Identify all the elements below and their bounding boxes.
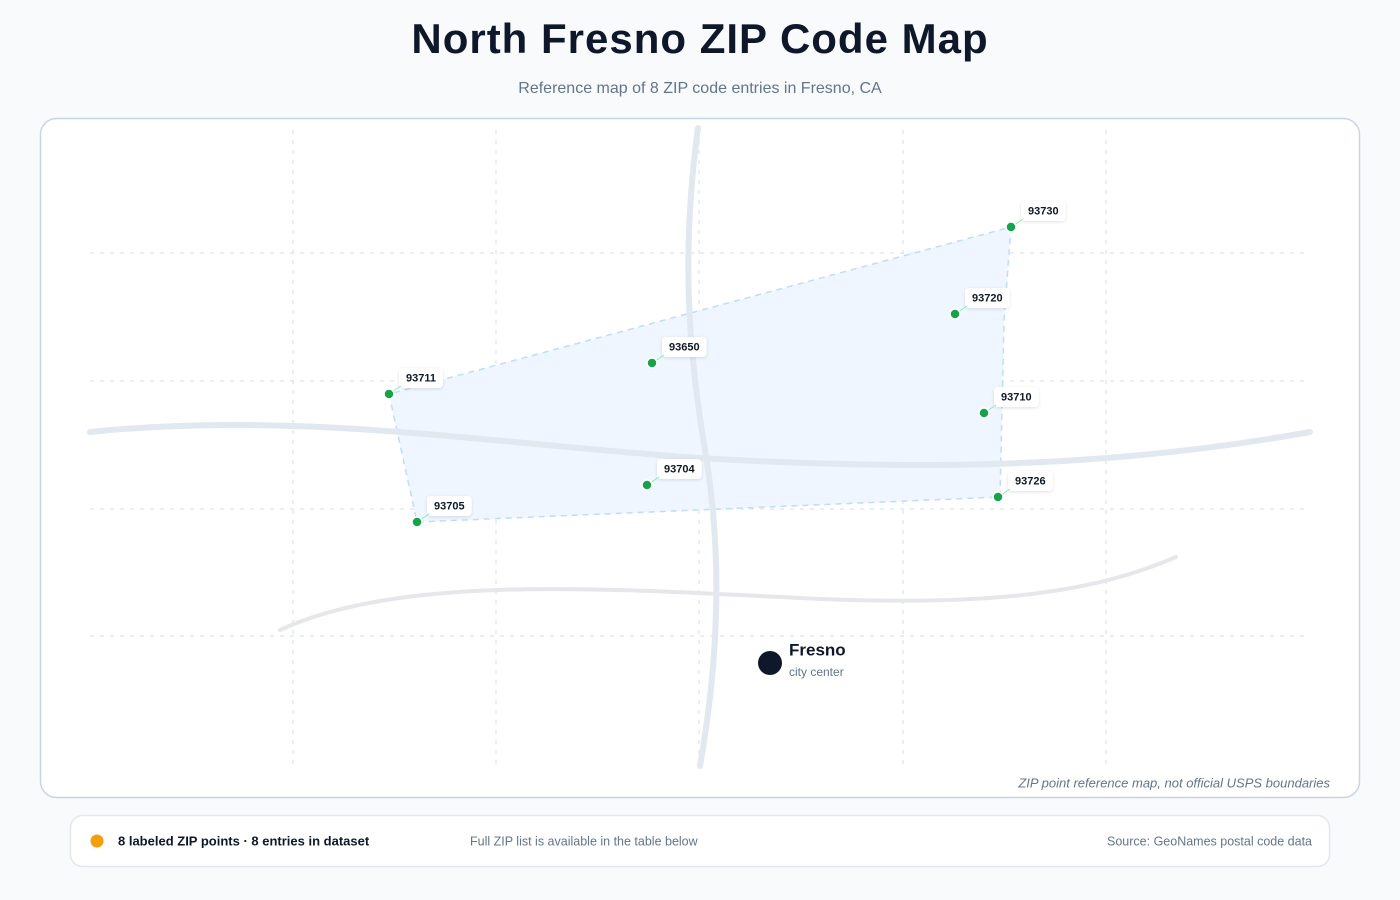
zip-label-bg bbox=[427, 496, 472, 516]
zip-marker bbox=[411, 516, 423, 528]
road bbox=[87, 421, 1313, 469]
zip-label: 93720 bbox=[972, 292, 1003, 304]
city-name: Fresno bbox=[789, 640, 846, 659]
zip-marker bbox=[383, 388, 395, 400]
zip-label: 93705 bbox=[434, 500, 465, 512]
zip-point: 93726 bbox=[992, 471, 1053, 503]
title: North Fresno ZIP Code Map bbox=[411, 15, 988, 62]
zip-point: 93730 bbox=[1005, 201, 1066, 233]
zip-label-bg bbox=[657, 459, 702, 479]
disclaimer: ZIP point reference map, not official US… bbox=[1017, 775, 1330, 790]
road bbox=[278, 555, 1178, 632]
zip-label: 93726 bbox=[1015, 475, 1046, 487]
footer-box bbox=[69, 814, 1331, 868]
city-marker bbox=[758, 651, 782, 675]
zip-point: 93710 bbox=[978, 387, 1039, 419]
zip-marker bbox=[949, 308, 961, 320]
legend-dot bbox=[90, 834, 104, 848]
map-panel: 93730 93720 93650 93711 93710 93704 93726 93705… bbox=[39, 117, 1361, 799]
zip-marker bbox=[992, 491, 1004, 503]
zip-label: 93730 bbox=[1028, 205, 1059, 217]
zip-label: 93704 bbox=[664, 463, 695, 475]
zip-point: 93720 bbox=[949, 288, 1010, 320]
zip-marker bbox=[1005, 221, 1017, 233]
zip-point: 93650 bbox=[646, 337, 707, 369]
zip-marker bbox=[978, 407, 990, 419]
footer: 8 labeled ZIP points · 8 entries in data… bbox=[69, 814, 1331, 868]
zip-label-bg bbox=[1021, 201, 1066, 221]
zip-marker bbox=[641, 479, 653, 491]
zip-points: 93730 93720 93650 93711 93710 93704 93726 93705 bbox=[383, 201, 1066, 528]
zip-label-bg bbox=[662, 337, 707, 357]
subtitle: Reference map of 8 ZIP code entries in F… bbox=[518, 80, 882, 97]
road bbox=[685, 125, 720, 769]
zip-marker bbox=[646, 357, 658, 369]
city-note: city center bbox=[789, 665, 844, 679]
footer-summary: 8 labeled ZIP points · 8 entries in data… bbox=[118, 833, 370, 848]
zip-point: 93711 bbox=[383, 368, 443, 400]
footer-note: Full ZIP list is available in the table … bbox=[470, 834, 699, 848]
zip-point: 93705 bbox=[411, 496, 472, 528]
zip-label-bg bbox=[965, 288, 1010, 308]
zip-label-bg bbox=[399, 368, 443, 388]
zip-label: 93650 bbox=[669, 341, 700, 353]
zip-label-bg bbox=[994, 387, 1039, 407]
zip-point: 93704 bbox=[641, 459, 702, 491]
zip-label-bg bbox=[1008, 471, 1053, 491]
footer-source: Source: GeoNames postal code data bbox=[1107, 834, 1312, 848]
zip-label: 93710 bbox=[1001, 391, 1032, 403]
zip-label: 93711 bbox=[406, 372, 436, 384]
